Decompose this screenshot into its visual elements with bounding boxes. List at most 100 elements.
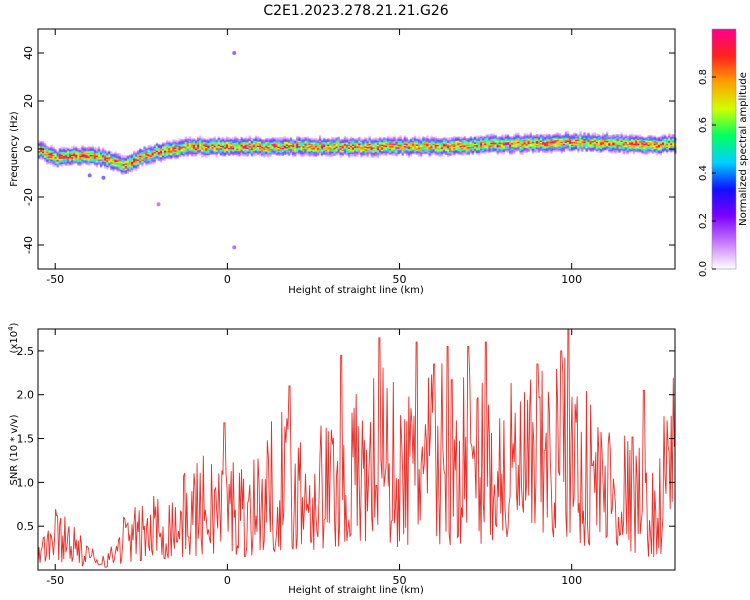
heatmap-cell [73, 156, 76, 158]
heatmap-cell [281, 143, 284, 146]
heatmap-cell [581, 145, 584, 147]
heatmap-cell [581, 143, 584, 146]
heatmap-cell [465, 143, 468, 145]
heatmap-cell [302, 140, 305, 143]
heatmap-cell [248, 143, 251, 145]
heatmap-cell [190, 151, 194, 154]
heatmap-cell [496, 140, 499, 143]
heatmap-cell [620, 132, 623, 135]
heatmap-cell [550, 150, 553, 153]
heatmap-cell [151, 159, 154, 161]
heatmap-cell [440, 140, 444, 143]
heatmap-cell [552, 145, 555, 148]
heatmap-cell [418, 140, 421, 143]
heatmap-cell [215, 146, 218, 149]
heatmap-cell [376, 156, 379, 159]
heatmap-cell [263, 150, 266, 153]
heatmap-cell [666, 136, 669, 138]
heatmap-cell [583, 144, 586, 146]
heatmap-cell [490, 136, 493, 138]
heatmap-cell [168, 150, 171, 153]
heatmap-cell [602, 147, 605, 150]
heatmap-cell [207, 141, 210, 144]
heatmap-cell [252, 141, 256, 144]
heatmap-cell [432, 146, 435, 148]
heatmap-cell [56, 156, 59, 158]
heatmap-cell [327, 147, 330, 149]
heatmap-cell [219, 149, 222, 152]
heatmap-cell [434, 138, 437, 140]
heatmap-cell [387, 135, 390, 138]
heatmap-cell [401, 141, 404, 143]
heatmap-cell [393, 150, 396, 152]
heatmap-cell [440, 138, 444, 140]
heatmap-cell [647, 139, 650, 141]
heatmap-cell [184, 148, 187, 150]
heatmap-cell [595, 136, 598, 138]
heatmap-cell [595, 149, 598, 151]
heatmap-cell [147, 159, 150, 162]
heatmap-cell [356, 152, 359, 155]
heatmap-cell [157, 154, 160, 156]
heatmap-cell [93, 156, 96, 158]
heatmap-cell [71, 147, 74, 150]
heatmap-cell [616, 146, 619, 148]
heatmap-cell [653, 137, 656, 139]
heatmap-cell [292, 154, 295, 157]
heatmap-cell [407, 156, 410, 159]
heatmap-cell [211, 139, 214, 141]
heatmap-cell [610, 150, 613, 153]
heatmap-cell [639, 134, 642, 137]
heatmap-cell [44, 154, 47, 157]
heatmap-cell [523, 143, 526, 146]
heatmap-cell [40, 145, 43, 147]
heatmap-cell [137, 164, 140, 167]
heatmap-cell [149, 163, 152, 165]
heatmap-cell [356, 143, 359, 146]
heatmap-cell [259, 141, 262, 143]
heatmap-cell [659, 146, 662, 148]
heatmap-cell [542, 140, 545, 143]
heatmap-cell [333, 145, 336, 147]
heatmap-cell [581, 146, 584, 148]
heatmap-cell [500, 137, 503, 139]
heatmap-cell [389, 150, 392, 152]
heatmap-cell [246, 151, 249, 153]
heatmap-cell [195, 148, 198, 150]
heatmap-cell [64, 156, 68, 158]
heatmap-cell [395, 139, 398, 141]
heatmap-cell [232, 149, 235, 151]
heatmap-cell [486, 148, 489, 150]
heatmap-cell [246, 144, 249, 147]
heatmap-cell [102, 164, 105, 167]
heatmap-cell [531, 139, 534, 141]
heatmap-cell [568, 137, 572, 139]
heatmap-cell [279, 138, 282, 140]
heatmap-cell [507, 148, 510, 151]
heatmap-cell [314, 149, 317, 152]
heatmap-cell [587, 144, 590, 147]
heatmap-cell [480, 144, 483, 147]
heatmap-cell [614, 151, 617, 153]
heatmap-cell [374, 149, 377, 151]
heatmap-cell [529, 147, 532, 150]
heatmap-cell [447, 154, 450, 157]
heatmap-cell [234, 152, 237, 154]
heatmap-cell [182, 144, 185, 147]
heatmap-cell [442, 136, 446, 139]
heatmap-cell [118, 164, 121, 167]
heatmap-cell [577, 150, 580, 152]
heatmap-cell [424, 148, 427, 151]
heatmap-cell [498, 142, 501, 145]
heatmap-cell [583, 133, 586, 136]
heatmap-cell [383, 148, 386, 151]
heatmap-cell [651, 143, 654, 145]
heatmap-cell [544, 135, 547, 138]
heatmap-cell [166, 148, 169, 150]
heatmap-cell [106, 162, 109, 165]
heatmap-cell [395, 149, 398, 152]
heatmap-cell [645, 136, 648, 139]
heatmap-cell [135, 156, 138, 158]
heatmap-cell [378, 148, 382, 151]
heatmap-cell [64, 149, 68, 152]
